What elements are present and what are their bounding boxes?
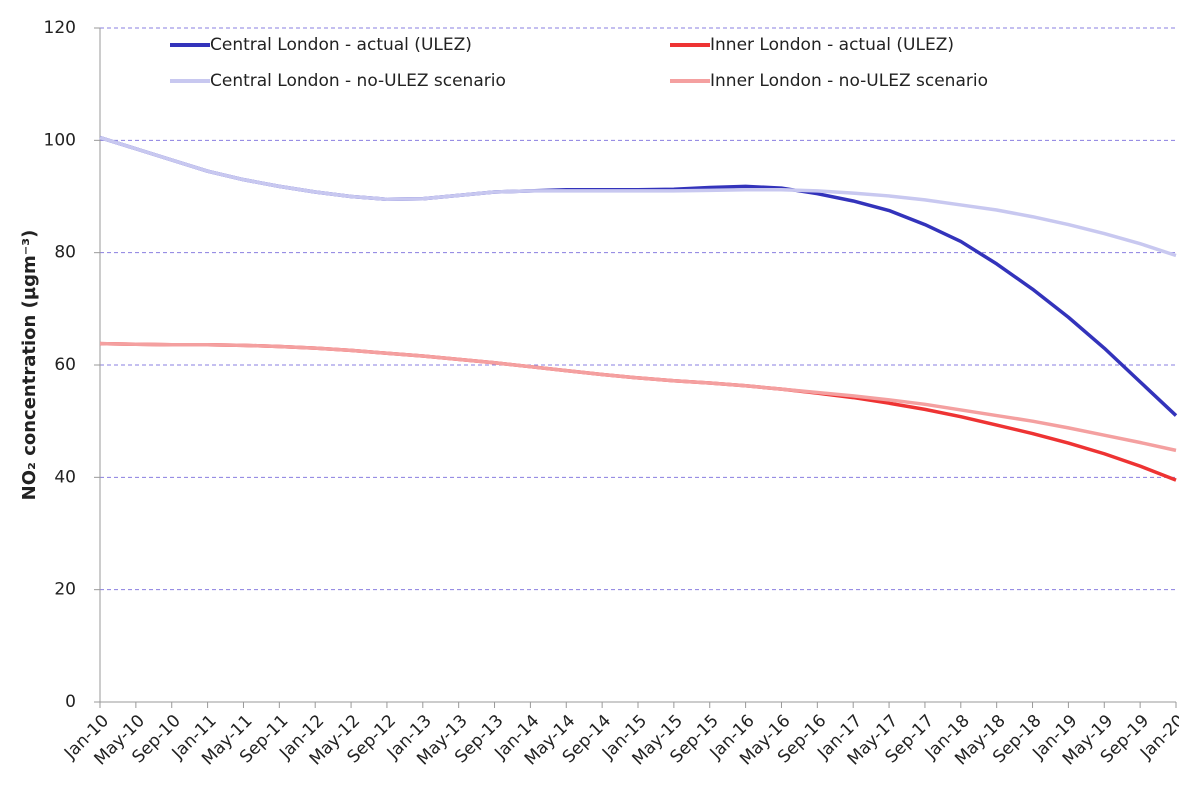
series-line	[99, 135, 1178, 417]
y-tick-label: 120	[44, 18, 76, 38]
legend-label: Inner London - actual (ULEZ)	[710, 35, 954, 55]
y-tick-label: 0	[65, 692, 76, 712]
y-tick-label: 20	[54, 580, 76, 600]
series-line	[99, 135, 1177, 258]
legend-label: Central London - actual (ULEZ)	[210, 35, 472, 55]
y-tick-label: 80	[54, 243, 76, 263]
legend-label: Inner London - no-ULEZ scenario	[710, 71, 988, 91]
y-tick-label: 40	[54, 467, 76, 487]
series-line	[99, 341, 1177, 453]
y-tick-label: 60	[54, 355, 76, 375]
series-line	[99, 341, 1177, 482]
y-axis-title: NO₂ concentration (µgm⁻³)	[19, 230, 40, 501]
y-tick-label: 100	[44, 130, 76, 150]
legend-label: Central London - no-ULEZ scenario	[210, 71, 506, 91]
